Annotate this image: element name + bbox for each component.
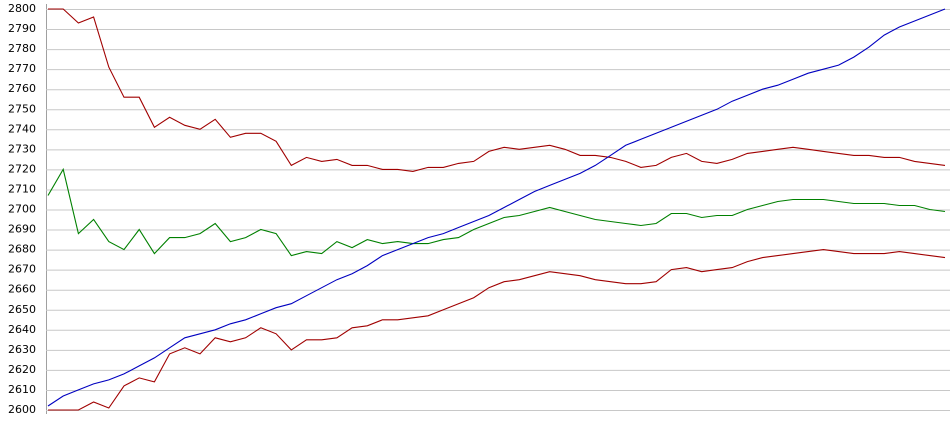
y-tick-label: 2660: [8, 283, 36, 296]
y-tick-label: 2760: [8, 82, 36, 95]
y-tick-label: 2800: [8, 2, 36, 15]
y-tick-label: 2780: [8, 42, 36, 55]
y-tick-label: 2640: [8, 323, 36, 336]
y-tick-label: 2700: [8, 203, 36, 216]
y-tick-label: 2720: [8, 162, 36, 175]
y-tick-label: 2740: [8, 122, 36, 135]
y-tick-label: 2770: [8, 62, 36, 75]
y-tick-label: 2750: [8, 102, 36, 115]
line-series: [48, 249, 946, 411]
y-tick-label: 2600: [8, 403, 36, 416]
y-tick-label: 2690: [8, 223, 36, 236]
y-tick-label: 2670: [8, 263, 36, 276]
line-series: [47, 8, 946, 407]
line-series: [47, 167, 946, 257]
y-tick-label: 2710: [8, 182, 36, 195]
y-tick-label: 2610: [8, 383, 36, 396]
y-tick-label: 2730: [8, 142, 36, 155]
y-tick-label: 2620: [8, 363, 36, 376]
y-tick-label: 2630: [8, 343, 36, 356]
y-tick-label: 2650: [8, 303, 36, 316]
line-series: [48, 8, 946, 172]
y-tick-label: 2680: [8, 243, 36, 256]
y-tick-label: 2790: [8, 22, 36, 35]
